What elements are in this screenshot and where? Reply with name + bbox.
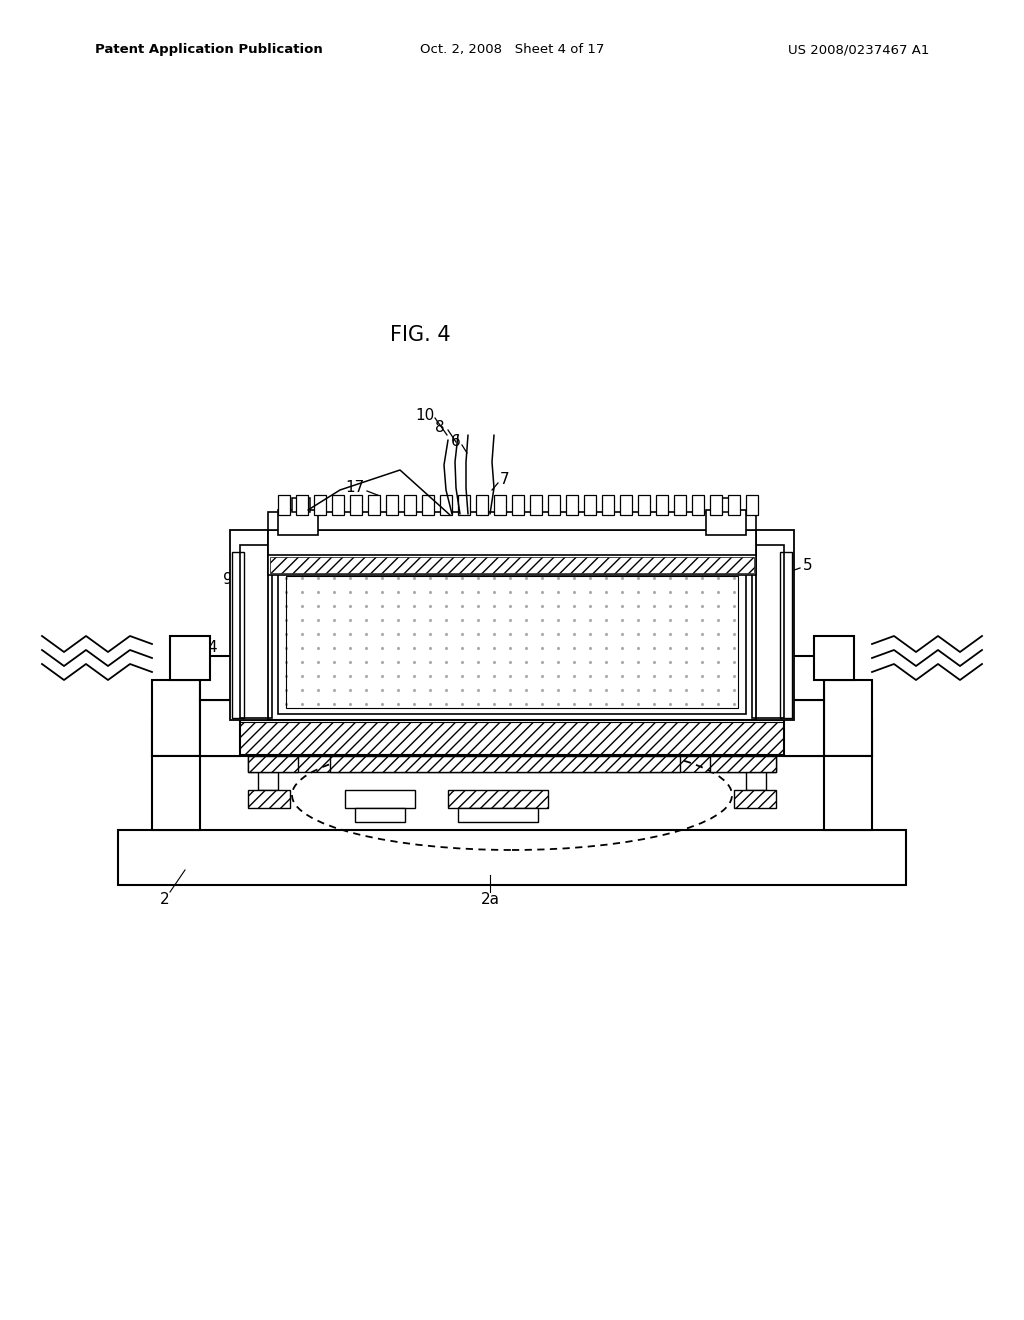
Bar [458,808,538,822]
Bar [656,495,668,515]
Bar [746,772,766,789]
Bar [386,495,398,515]
Bar [292,498,310,512]
Bar [824,680,872,756]
Bar [270,557,754,573]
Bar [710,756,776,772]
Bar [332,495,344,515]
Text: 6: 6 [452,434,461,450]
Bar [296,495,308,515]
Bar [240,545,272,718]
Bar [674,495,686,515]
Bar [734,789,776,808]
Text: 2: 2 [160,892,170,908]
Bar [154,722,870,754]
Bar [728,495,740,515]
Bar [710,495,722,515]
Text: 9: 9 [223,573,232,587]
Bar [118,830,906,884]
Bar [404,495,416,515]
Text: 4: 4 [207,640,217,656]
Text: Oct. 2, 2008   Sheet 4 of 17: Oct. 2, 2008 Sheet 4 of 17 [420,44,604,57]
Bar [232,552,244,718]
Bar [268,531,756,560]
Bar [314,495,326,515]
Text: Patent Application Publication: Patent Application Publication [95,44,323,57]
Bar [345,789,415,808]
Text: 17: 17 [345,480,365,495]
Bar [286,576,738,708]
Bar [230,531,268,719]
Text: US 2008/0237467 A1: US 2008/0237467 A1 [787,44,929,57]
Bar [756,531,794,719]
Bar [584,495,596,515]
Bar [200,656,248,700]
Bar [268,554,756,576]
Text: 7: 7 [500,473,510,487]
Text: 10: 10 [416,408,434,422]
Bar [268,512,756,531]
Bar [330,756,680,772]
Bar [784,700,824,756]
Bar [706,510,746,535]
Bar [638,495,650,515]
Bar [440,495,452,515]
Bar [350,495,362,515]
Text: FIG. 4: FIG. 4 [390,325,451,345]
Text: 3: 3 [693,601,702,615]
Bar [714,498,730,512]
Bar [248,789,290,808]
Bar [494,495,506,515]
Text: 2a: 2a [480,892,500,908]
Bar [278,510,318,535]
Bar [152,756,200,830]
Bar [814,636,854,680]
Bar [278,495,290,515]
Bar [620,495,632,515]
Bar [152,680,200,756]
Text: 5: 5 [803,557,813,573]
Bar [824,756,872,830]
Text: 8: 8 [435,421,444,436]
Bar [602,495,614,515]
Bar [548,495,560,515]
Bar [512,495,524,515]
Bar [278,570,746,714]
Bar [200,700,240,756]
Bar [530,495,542,515]
Bar [152,719,872,756]
Bar [458,495,470,515]
Bar [566,495,578,515]
Bar [752,545,784,718]
Bar [746,495,758,515]
Bar [780,552,792,718]
Bar [476,495,488,515]
Bar [248,756,298,772]
Bar [692,495,705,515]
Bar [258,772,278,789]
Bar [449,789,548,808]
Bar [776,656,824,700]
Bar [422,495,434,515]
Bar [170,636,210,680]
Bar [355,808,406,822]
Bar [368,495,380,515]
Bar [248,756,776,772]
